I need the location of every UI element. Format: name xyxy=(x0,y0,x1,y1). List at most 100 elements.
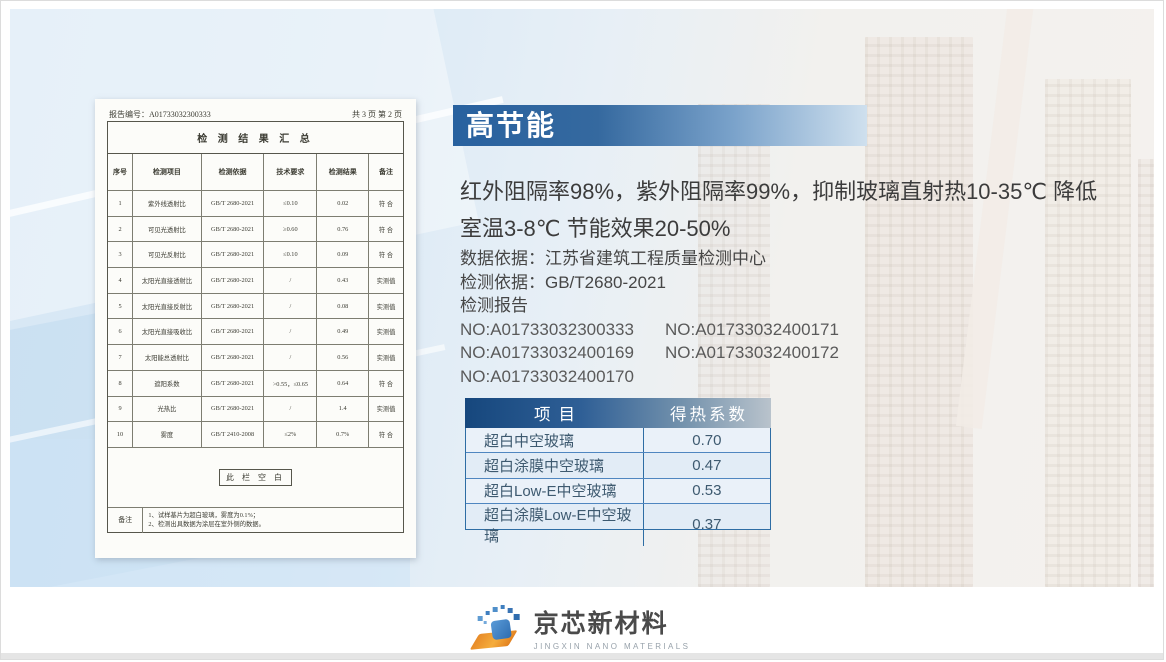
section-title-banner: 高节能 xyxy=(453,105,867,146)
building-silhouette xyxy=(1138,159,1154,587)
remark-line: 1、试样基片为超白玻璃，雾度为0.1%； xyxy=(148,511,260,519)
heat-cell-item: 超白中空玻璃 xyxy=(466,428,644,453)
report-cell: 0.76 xyxy=(317,216,370,242)
report-cell: 0.49 xyxy=(317,319,370,345)
logo-pixels-icon xyxy=(469,602,524,651)
report-cell: 实测值 xyxy=(376,406,396,414)
building-silhouette xyxy=(1045,79,1131,587)
report-cell: / xyxy=(264,396,318,422)
report-cell: 0.02 xyxy=(317,191,370,216)
report-no-item: NO:A01733032400171 xyxy=(665,319,839,339)
report-cell: 1 xyxy=(108,191,134,216)
heat-cell-item: 超白涂膜中空玻璃 xyxy=(466,453,644,478)
heat-table-row: 超白涂膜中空玻璃 0.47 xyxy=(466,453,770,479)
heat-cell-item: 超白Low-E中空玻璃 xyxy=(466,478,644,503)
report-cell: 实测值 xyxy=(376,303,396,311)
logo-pixel xyxy=(513,614,520,620)
report-cell: GB/T 2680-2021 xyxy=(202,293,265,319)
report-cell: 2 xyxy=(108,216,134,242)
report-title: 检 测 结 果 汇 总 xyxy=(108,122,403,154)
heat-table-header: 项目 得热系数 xyxy=(465,398,771,428)
report-cell: 遮阳系数 xyxy=(133,370,202,396)
report-cell: ≥0.60 xyxy=(264,216,318,242)
report-cell: 3 xyxy=(108,242,134,268)
slide-canvas: 报告编号：A01733032300333 共 3 页 第 2 页 检 测 结 果… xyxy=(10,9,1154,651)
report-cell: 雾度 xyxy=(133,422,202,447)
report-table-frame: 检 测 结 果 汇 总 序号 检测项目 检测依据 技术要求 检测结果 备注 1 … xyxy=(107,121,404,533)
report-cell: 符 合 xyxy=(378,432,394,440)
report-cell: GB/T 2680-2021 xyxy=(202,370,265,396)
report-cell: 实测值 xyxy=(376,277,396,285)
heat-table-row: 超白涂膜Low-E中空玻璃 0.37 xyxy=(466,503,770,546)
report-cell: GB/T 2680-2021 xyxy=(202,319,265,345)
report-cell: / xyxy=(264,293,318,319)
report-col-header: 备注 xyxy=(379,168,393,176)
report-table-row: 3 可见光反射比 GB/T 2680-2021 ≤0.10 0.09 符 合 xyxy=(108,242,403,269)
logo-pixel xyxy=(485,611,490,615)
report-cell: GB/T 2680-2021 xyxy=(202,191,265,216)
intro-line-2: 室温3-8℃ 节能效果20-50% xyxy=(460,216,731,241)
report-table-row: 5 太阳光直接反射比 GB/T 2680-2021 / 0.08 实测值 xyxy=(108,293,403,320)
test-report-document: 报告编号：A01733032300333 共 3 页 第 2 页 检 测 结 果… xyxy=(95,99,416,558)
report-table-row: 2 可见光透射比 GB/T 2680-2021 ≥0.60 0.76 符 合 xyxy=(108,216,403,243)
report-table-row: 6 太阳光直接吸收比 GB/T 2680-2021 / 0.49 实测值 xyxy=(108,319,403,346)
report-cell: 太阳光直接反射比 xyxy=(133,293,202,319)
remarks-label: 备注 xyxy=(108,507,144,533)
report-cell: 实测值 xyxy=(376,354,396,362)
logo-pixel xyxy=(483,621,487,624)
logo-blue-chip xyxy=(490,618,512,641)
report-no-item: NO:A01733032400170 xyxy=(460,366,634,386)
report-cell: ≤2% xyxy=(264,422,318,447)
report-table-row: 4 太阳光直接透射比 GB/T 2680-2021 / 0.43 实测值 xyxy=(108,268,403,294)
report-cell: / xyxy=(264,268,318,293)
logo-pixel xyxy=(500,605,505,609)
logo-subtitle: JINGXIN NANO MATERIALS xyxy=(533,641,691,651)
company-logo: 京芯新材料 JINGXIN NANO MATERIALS xyxy=(469,602,691,651)
report-cell: 1.4 xyxy=(317,396,370,422)
report-cell: GB/T 2410-2008 xyxy=(202,422,265,447)
report-no-item: NO:A01733032400169 xyxy=(460,343,634,362)
report-cell: 8 xyxy=(108,370,134,396)
report-cell: GB/T 2680-2021 xyxy=(202,268,265,293)
report-table-row: 1 紫外线透射比 GB/T 2680-2021 ≤0.10 0.02 符 合 xyxy=(108,191,403,217)
report-cell: 0.09 xyxy=(317,242,370,268)
report-cell: 0.08 xyxy=(317,293,370,319)
report-remarks-row: 备注 1、试样基片为超白玻璃，雾度为0.1%； 2、检测出具数据为涂层在室外侧的… xyxy=(108,507,403,533)
report-cell: 0.56 xyxy=(317,345,370,370)
remarks-notes: 1、试样基片为超白玻璃，雾度为0.1%； 2、检测出具数据为涂层在室外侧的数据。 xyxy=(143,508,403,533)
building-silhouette xyxy=(865,37,973,587)
report-cell: 4 xyxy=(108,268,134,293)
heat-col-header-coefficient: 得热系数 xyxy=(669,406,748,424)
report-cell: 10 xyxy=(108,422,134,447)
certification-details: 数据依据：江苏省建筑工程质量检测中心 检测依据：GB/T2680-2021 检测… xyxy=(460,247,839,388)
report-cell: 0.64 xyxy=(317,370,370,396)
report-col-header: 序号 xyxy=(108,154,134,190)
heat-table-row: 超白Low-E中空玻璃 0.53 xyxy=(466,478,770,504)
report-cell: 太阳能总透射比 xyxy=(133,345,202,370)
report-cell: / xyxy=(264,345,318,370)
report-no-list: NO:A01733032300333 NO:A01733032400171 NO… xyxy=(460,318,839,389)
report-cell: 符 合 xyxy=(378,252,394,260)
report-cell: GB/T 2680-2021 xyxy=(202,396,265,422)
logo-pixel xyxy=(477,616,483,621)
report-cell: 7 xyxy=(108,345,134,370)
section-title: 高节能 xyxy=(466,110,557,141)
report-cell: ≤0.10 xyxy=(264,242,318,268)
heat-col-header-item: 项目 xyxy=(534,406,583,424)
report-cell: 符 合 xyxy=(378,380,394,388)
heat-cell-value: 0.47 xyxy=(692,456,722,474)
blank-column-area: 此 栏 空 白 xyxy=(108,448,403,508)
logo-text-block: 京芯新材料 JINGXIN NANO MATERIALS xyxy=(534,604,691,651)
test-basis-line: 检测依据：GB/T2680-2021 xyxy=(460,272,666,292)
intro-line-1: 红外阻隔率98%，紫外阻隔率99%，抑制玻璃直射热10-35℃ 降低 xyxy=(460,179,1098,204)
report-table-row: 10 雾度 GB/T 2410-2008 ≤2% 0.7% 符 合 xyxy=(108,422,403,448)
report-table-row: 8 遮阳系数 GB/T 2680-2021 >0.55，≤0.65 0.64 符… xyxy=(108,370,403,397)
heat-coefficient-table: 项目 得热系数 超白中空玻璃 0.70 超白涂膜中空玻璃 0.47 超白Low-… xyxy=(465,398,771,546)
report-cell: 紫外线透射比 xyxy=(133,191,202,216)
report-cell: ≤0.10 xyxy=(264,191,318,216)
intro-text: 红外阻隔率98%，紫外阻隔率99%，抑制玻璃直射热10-35℃ 降低 室温3-8… xyxy=(460,173,1108,247)
report-cell: / xyxy=(264,319,318,345)
heat-cell-item: 超白涂膜Low-E中空玻璃 xyxy=(466,503,644,546)
report-col-header: 技术要求 xyxy=(264,154,318,190)
